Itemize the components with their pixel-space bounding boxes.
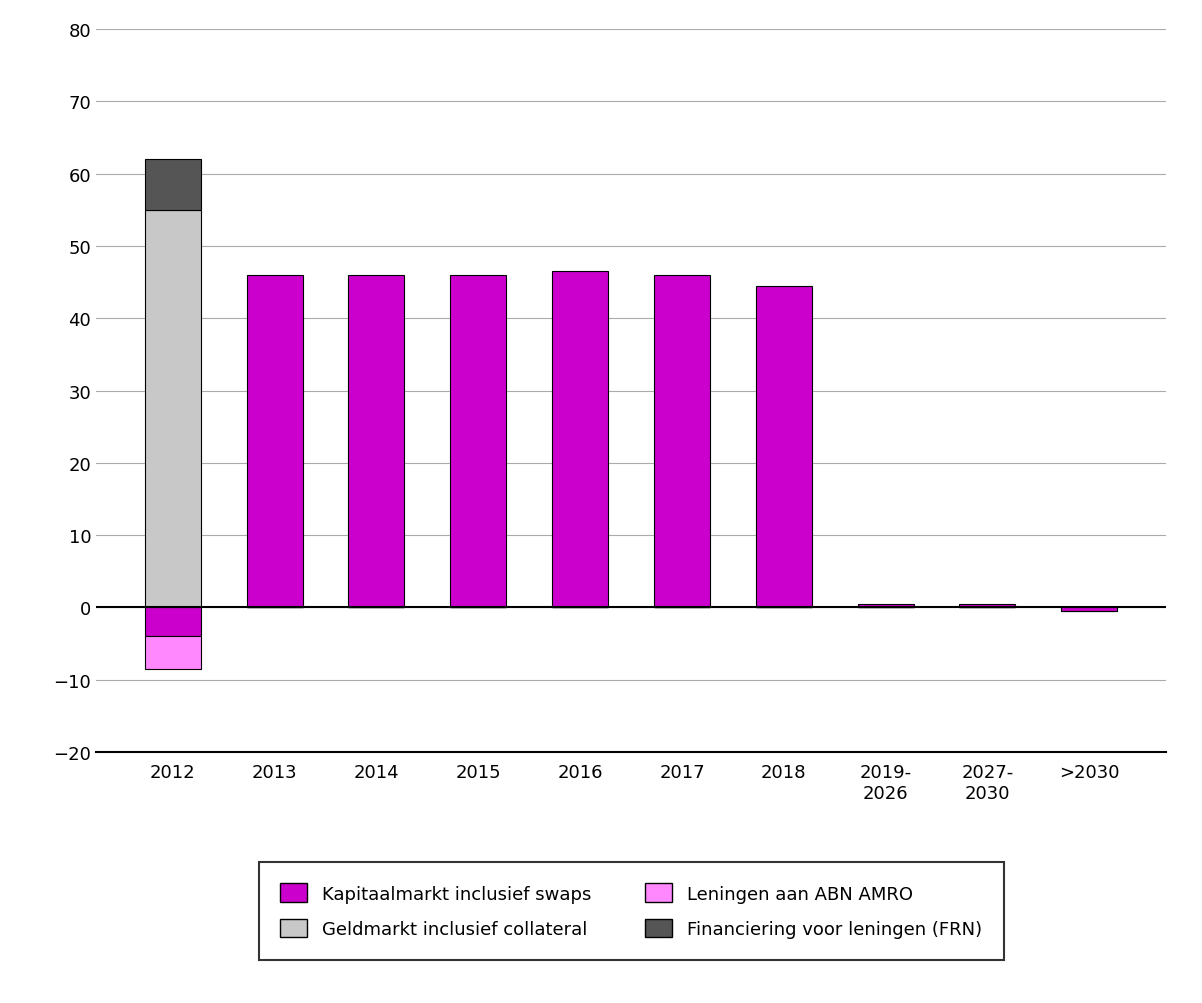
Bar [654, 276, 710, 608]
Bar [246, 276, 303, 608]
Bar [858, 604, 914, 608]
Bar [1061, 608, 1118, 612]
Bar [144, 637, 201, 669]
Bar [451, 276, 506, 608]
Bar [959, 604, 1016, 608]
Bar [144, 160, 201, 211]
Bar [552, 272, 608, 608]
Bar [756, 287, 811, 608]
Legend: Kapitaalmarkt inclusief swaps, Geldmarkt inclusief collateral, Leningen aan ABN : Kapitaalmarkt inclusief swaps, Geldmarkt… [258, 862, 1004, 960]
Bar [144, 211, 201, 608]
Bar [349, 276, 404, 608]
Bar [144, 608, 201, 637]
